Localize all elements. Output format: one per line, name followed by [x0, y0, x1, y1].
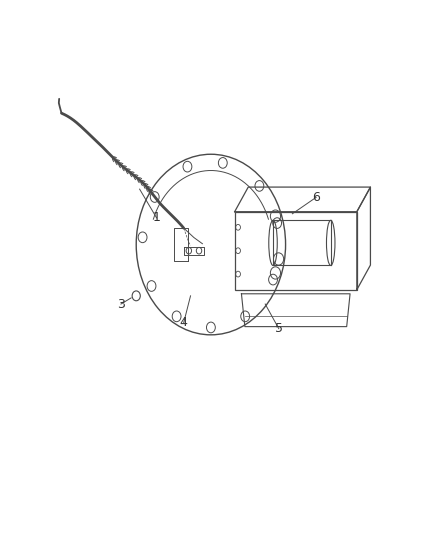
Bar [235, 212, 357, 290]
Text: 6: 6 [312, 191, 320, 204]
Text: 4: 4 [180, 316, 187, 329]
Text: 3: 3 [117, 297, 125, 311]
Text: 1: 1 [153, 212, 160, 224]
Text: 5: 5 [275, 322, 283, 335]
